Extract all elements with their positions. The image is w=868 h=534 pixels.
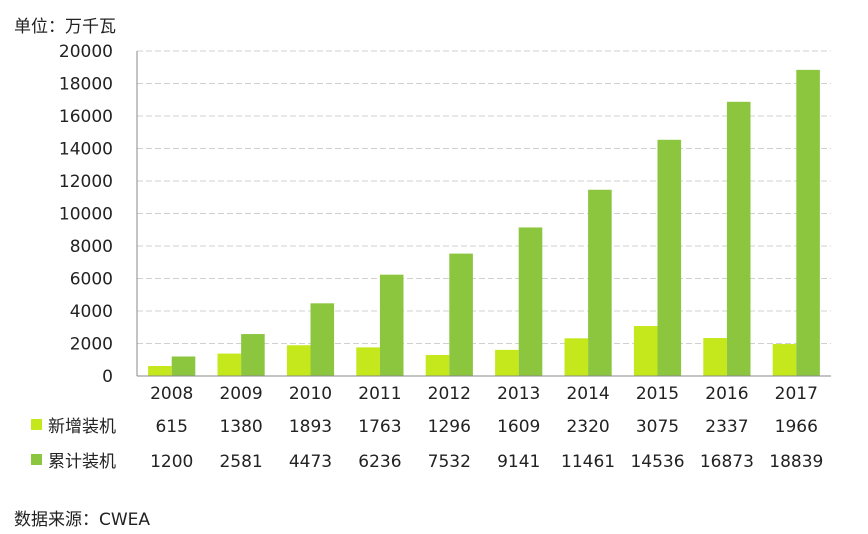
bar-cumulative (449, 253, 473, 376)
y-tick-label: 18000 (59, 75, 113, 95)
x-tick-label: 2016 (705, 384, 748, 404)
bar-new (633, 326, 658, 376)
bar-new (495, 349, 519, 376)
x-tick-label: 2008 (150, 384, 193, 404)
bar-cumulative (310, 303, 335, 376)
data-table-value: 615 (155, 417, 187, 437)
data-table-value: 1763 (358, 417, 401, 437)
data-table-value: 16873 (700, 452, 754, 472)
data-table-value: 2337 (705, 417, 748, 437)
bar-new (703, 338, 727, 376)
unit-label: 单位：万千瓦 (14, 17, 116, 37)
data-table-value: 1609 (497, 417, 540, 437)
data-table-value: 7532 (428, 452, 471, 472)
legend-label: 新增装机 (48, 417, 116, 437)
x-tick-label: 2009 (219, 384, 262, 404)
data-table-value: 11461 (561, 452, 615, 472)
data-table-value: 1200 (150, 452, 193, 472)
bar-new (148, 366, 172, 376)
data-table-value: 2320 (566, 417, 609, 437)
data-table-value: 14536 (630, 452, 684, 472)
legend-swatch (31, 419, 42, 430)
y-tick-label: 4000 (70, 302, 113, 322)
bar-new (772, 344, 797, 376)
y-tick-label: 20000 (59, 42, 113, 62)
y-tick-label: 12000 (59, 172, 113, 192)
legend-swatch (31, 454, 42, 465)
data-table-value: 4473 (289, 452, 332, 472)
data-table-value: 9141 (497, 452, 540, 472)
y-tick-label: 16000 (59, 107, 113, 127)
data-table-value: 1380 (219, 417, 262, 437)
bar-cumulative (241, 334, 265, 376)
x-tick-label: 2013 (497, 384, 540, 404)
x-tick-label: 2014 (566, 384, 609, 404)
bar-cumulative (518, 227, 543, 376)
data-table-value: 2581 (219, 452, 262, 472)
x-tick-label: 2010 (289, 384, 332, 404)
data-table-value: 3075 (636, 417, 679, 437)
x-tick-label: 2017 (775, 384, 818, 404)
y-tick-label: 8000 (70, 237, 113, 257)
bar-cumulative (657, 139, 682, 376)
data-table-value: 6236 (358, 452, 401, 472)
bar-new (217, 353, 242, 376)
data-table-value: 1966 (775, 417, 818, 437)
y-tick-label: 6000 (70, 270, 113, 290)
y-tick-label: 10000 (59, 205, 113, 225)
data-table-value: 18839 (769, 452, 823, 472)
bar-cumulative (726, 101, 751, 376)
y-tick-label: 14000 (59, 140, 113, 160)
bar-new (286, 345, 311, 376)
x-tick-label: 2012 (428, 384, 471, 404)
y-tick-label: 2000 (70, 335, 113, 355)
data-table-value: 1296 (428, 417, 471, 437)
x-tick-label: 2011 (358, 384, 401, 404)
bar-new (425, 354, 450, 376)
x-tick-label: 2015 (636, 384, 679, 404)
bar-cumulative (796, 69, 820, 377)
bar-cumulative (379, 274, 404, 376)
source-label: 数据来源：CWEA (14, 510, 151, 530)
bar-new (356, 347, 380, 376)
y-tick-label: 0 (102, 367, 113, 387)
bar-new (564, 338, 589, 376)
bar-cumulative (171, 356, 196, 376)
legend-label: 累计装机 (48, 452, 116, 472)
data-table-value: 1893 (289, 417, 332, 437)
bar-cumulative (588, 189, 612, 376)
